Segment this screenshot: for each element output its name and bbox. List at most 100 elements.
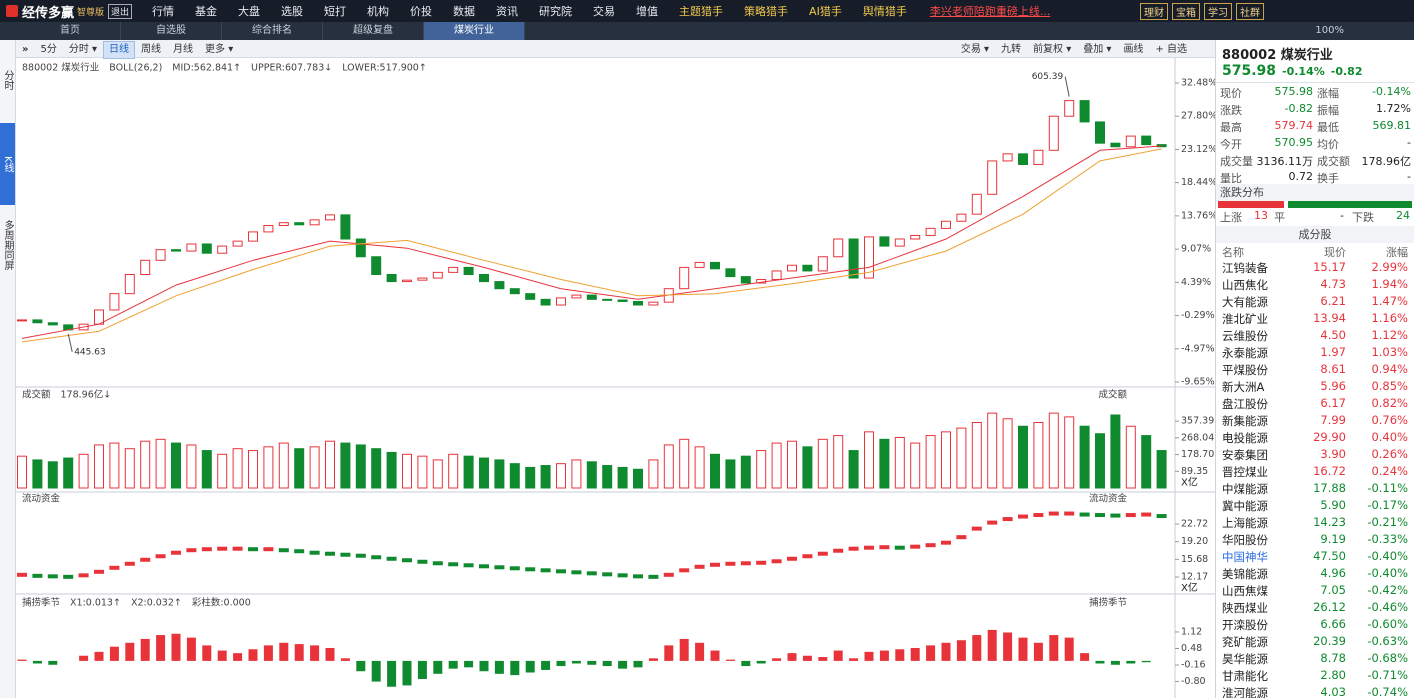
nav-item[interactable]: 数据 [453, 5, 476, 18]
quote-value: - [1407, 136, 1411, 149]
toolbar-button[interactable]: 前复权 ▾ [1033, 44, 1072, 55]
flow-dash [63, 574, 74, 579]
toolbar-button[interactable]: 5分 [40, 44, 57, 55]
stock-name[interactable]: 开滦股份 [1222, 618, 1268, 632]
stock-name[interactable]: 淮河能源 [1222, 686, 1268, 698]
toolbar-button[interactable]: 日线 [103, 41, 136, 59]
toolbar-button[interactable]: 更多 ▾ [205, 44, 234, 55]
side-tab[interactable]: 分时 [2, 70, 13, 90]
stock-name[interactable]: 淮北矿业 [1222, 312, 1268, 326]
toolbar-button[interactable]: 周线 [141, 44, 162, 55]
osc-bar [802, 655, 812, 661]
stock-pct: -0.71% [1367, 668, 1408, 682]
dist-down-bar [1288, 201, 1412, 208]
nav-item[interactable]: 策略猎手 [744, 5, 789, 18]
nav-item[interactable]: 行情 [152, 5, 175, 18]
toolbar-button[interactable]: + 自选 [1155, 44, 1187, 55]
stock-name[interactable]: 永泰能源 [1222, 346, 1268, 360]
volume-bar [47, 461, 58, 489]
quote-label: 量比 [1220, 172, 1242, 185]
stock-name[interactable]: 云维股份 [1222, 329, 1268, 343]
candle [1125, 135, 1136, 148]
toolbar-button[interactable]: 交易 ▾ [960, 44, 990, 55]
nav-item[interactable]: AI猎手 [809, 5, 842, 18]
candle [171, 249, 181, 252]
flow-dash [987, 520, 998, 525]
nav-item[interactable]: 选股 [281, 5, 304, 18]
nav-item[interactable]: 短打 [324, 5, 347, 18]
stock-name[interactable]: 美锦能源 [1222, 567, 1268, 581]
osc-bar [525, 660, 535, 673]
tab[interactable]: 煤炭行业 [424, 22, 525, 40]
nav-button[interactable]: 宝箱 [1172, 2, 1200, 20]
stock-name[interactable]: 中国神华 [1222, 550, 1268, 564]
y-tick-label: 4.39% [1181, 277, 1211, 288]
nav-item[interactable]: 基金 [195, 5, 218, 18]
flow-dash [679, 568, 690, 573]
stock-name[interactable]: 甘肃能化 [1222, 669, 1268, 683]
panel-value: 178.96亿↓ [61, 389, 112, 401]
nav-item[interactable]: 研究院 [539, 5, 573, 18]
stock-name[interactable]: 陕西煤业 [1222, 601, 1268, 615]
nav-item[interactable]: 大盘 [238, 5, 261, 18]
volume-bar [479, 457, 489, 489]
nav-button[interactable]: 理财 [1140, 2, 1168, 20]
stock-name[interactable]: 电投能源 [1222, 431, 1268, 445]
stock-name[interactable]: 山西焦煤 [1222, 584, 1268, 598]
stock-name[interactable]: 盘江股份 [1222, 397, 1268, 411]
candle [1064, 100, 1075, 117]
volume-bar [540, 465, 551, 489]
sidebar: 分时 K线多周期同屏 [0, 40, 16, 698]
stock-name[interactable]: 昊华能源 [1222, 652, 1268, 666]
osc-bar [1003, 632, 1013, 661]
stock-name[interactable]: 华阳股份 [1222, 533, 1268, 547]
stock-price: 20.39 [1313, 634, 1346, 648]
nav-button[interactable]: 社群 [1236, 2, 1264, 20]
stock-name[interactable]: 安泰集团 [1222, 448, 1268, 462]
osc-bar [541, 660, 551, 670]
nav-item[interactable]: 资讯 [496, 5, 519, 18]
stock-name[interactable]: 中煤能源 [1222, 482, 1268, 496]
stock-name[interactable]: 江钨装备 [1222, 261, 1268, 275]
nav-item[interactable]: 主题猎手 [679, 5, 724, 18]
tab[interactable]: 综合排名 [222, 22, 323, 40]
nav-item[interactable]: 增值 [636, 5, 659, 18]
side-tab[interactable]: K线 [0, 123, 15, 205]
candle [894, 238, 905, 247]
promo-link[interactable]: 李兴老师陪跑重磅上线... [929, 5, 1051, 18]
toolbar-button[interactable]: 月线 [173, 44, 194, 55]
volume-bar [1079, 425, 1090, 489]
nav-item[interactable]: 交易 [593, 5, 616, 18]
nav-item[interactable]: 价投 [410, 5, 433, 18]
nav-button[interactable]: 学习 [1204, 2, 1232, 20]
tab[interactable]: 首页 [20, 22, 121, 40]
stock-name[interactable]: 新大洲A [1222, 380, 1265, 394]
exit-button[interactable]: 退出 [108, 3, 133, 19]
volume-bar [556, 463, 566, 489]
nav-item[interactable]: 舆情猎手 [862, 5, 907, 18]
toolbar-button[interactable]: 叠加 ▾ [1083, 44, 1112, 55]
stock-price: 47.50 [1313, 549, 1346, 563]
stock-name[interactable]: 上海能源 [1222, 516, 1268, 530]
nav-item[interactable]: 机构 [367, 5, 390, 18]
y-tick-label: 89.35 [1181, 466, 1208, 477]
stock-name[interactable]: 平煤股份 [1222, 363, 1268, 377]
toolbar-button[interactable]: 九转 [1001, 44, 1022, 55]
candle [833, 238, 844, 258]
stock-name[interactable]: 冀中能源 [1222, 499, 1268, 513]
stock-name[interactable]: 新集能源 [1222, 414, 1268, 428]
stock-name[interactable]: 山西焦化 [1222, 278, 1268, 292]
volume-bar [833, 435, 844, 489]
stock-name[interactable]: 大有能源 [1222, 295, 1268, 309]
candle [155, 249, 166, 261]
stock-pct: 2.99% [1371, 260, 1408, 274]
flow-dash [586, 571, 597, 576]
stock-name[interactable]: 兖矿能源 [1222, 635, 1268, 649]
stock-name[interactable]: 晋控煤业 [1222, 465, 1268, 479]
tab[interactable]: 自选股 [121, 22, 222, 40]
toolbar-button[interactable]: 画线 [1123, 44, 1144, 55]
side-tab[interactable]: 多周期同屏 [2, 220, 13, 270]
osc-bar [787, 653, 797, 661]
toolbar-button[interactable]: 分时 ▾ [68, 44, 98, 55]
tab[interactable]: 超级复盘 [323, 22, 424, 40]
